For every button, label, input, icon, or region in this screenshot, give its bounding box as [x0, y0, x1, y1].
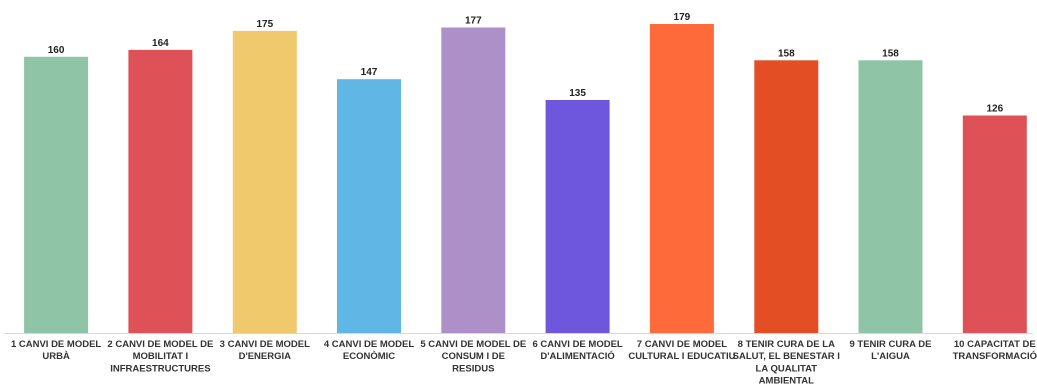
bar-1 — [24, 56, 89, 334]
category-label-line: AMBIENTAL — [759, 376, 814, 387]
category-label-line: URBÀ — [42, 351, 70, 362]
category-label-6: 6 CANVI DE MODEL D'ALIMENTACIÓ — [532, 339, 622, 362]
category-label-line: 7 CANVI DE MODEL — [637, 339, 727, 350]
category-label-10: 10 CAPACITAT DE TRANSFORMACIÓ — [953, 339, 1037, 362]
category-label-line: ECONÒMIC — [343, 350, 395, 362]
value-label-8: 158 — [778, 48, 795, 59]
category-label-line: D'ALIMENTACIÓ — [540, 350, 614, 362]
category-label-line: 6 CANVI DE MODEL — [532, 339, 622, 350]
bar-4 — [337, 79, 401, 333]
value-label-5: 177 — [465, 16, 482, 27]
value-labels-layer: 160 164 175 147 177 135 179 158 158 126 — [48, 12, 1004, 115]
bar-9 — [858, 60, 923, 334]
bar-10 — [962, 115, 1027, 333]
value-label-9: 158 — [882, 48, 899, 59]
value-label-7: 179 — [674, 12, 691, 23]
bar-8 — [754, 60, 819, 334]
category-label-line: INFRAESTRUCTURES — [110, 363, 210, 374]
bar-5 — [441, 27, 506, 333]
bar-6 — [545, 100, 610, 333]
category-label-7: 7 CANVI DE MODEL CULTURAL I EDUCATIU — [628, 339, 735, 362]
value-label-6: 135 — [569, 88, 586, 99]
category-label-line: SALUT, EL BENESTAR I — [733, 351, 840, 362]
category-label-line: CONSUM I DE — [442, 351, 505, 362]
category-label-line: 4 CANVI DE MODEL — [324, 339, 414, 350]
category-label-line: 8 TENIR CURA DE LA — [738, 339, 835, 350]
bar-3 — [232, 30, 297, 334]
bar-2 — [128, 49, 193, 334]
category-label-4: 4 CANVI DE MODEL ECONÒMIC — [324, 339, 414, 362]
category-label-9: 9 TENIR CURA DE L'AIGUA — [850, 339, 932, 362]
category-label-line: 10 CAPACITAT DE — [954, 339, 1036, 350]
value-label-4: 147 — [361, 67, 378, 78]
value-label-10: 126 — [986, 104, 1003, 115]
category-label-line: TRANSFORMACIÓ — [953, 350, 1037, 362]
category-label-line: 5 CANVI DE MODEL DE — [420, 339, 526, 350]
category-label-line: 1 CANVI DE MODEL — [11, 339, 101, 350]
value-label-3: 175 — [256, 19, 273, 30]
category-label-line: 3 CANVI DE MODEL — [220, 339, 310, 350]
category-label-5: 5 CANVI DE MODEL DE CONSUM I DE RESIDUS — [420, 339, 526, 374]
category-label-2: 2 CANVI DE MODEL DE MOBILITAT I INFRAESTRU… — [107, 339, 213, 374]
category-label-line: MOBILITAT I — [133, 351, 189, 362]
category-label-line: D'ENERGIA — [239, 351, 292, 362]
category-label-line: 9 TENIR CURA DE — [850, 339, 932, 350]
category-labels-layer: 1 CANVI DE MODEL URBÀ 2 CANVI DE MODEL DE M… — [11, 339, 1037, 387]
category-label-line: RESIDUS — [452, 363, 494, 374]
category-label-line: LA QUALITAT — [756, 363, 818, 374]
category-label-1: 1 CANVI DE MODEL URBÀ — [11, 339, 101, 362]
category-label-8: 8 TENIR CURA DE LA SALUT, EL BENESTAR I LA… — [733, 339, 840, 387]
bars-layer — [24, 24, 1027, 334]
value-label-2: 164 — [152, 38, 169, 49]
category-label-3: 3 CANVI DE MODEL D'ENERGIA — [220, 339, 310, 362]
bar-7 — [649, 24, 714, 333]
category-label-line: L'AIGUA — [871, 351, 910, 362]
category-label-line: 2 CANVI DE MODEL DE — [107, 339, 213, 350]
category-label-line: CULTURAL I EDUCATIU — [628, 351, 735, 362]
value-label-1: 160 — [48, 45, 65, 56]
